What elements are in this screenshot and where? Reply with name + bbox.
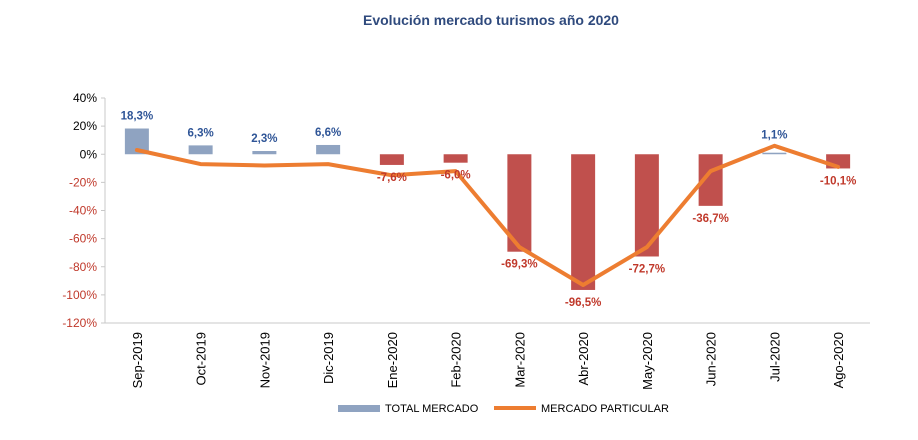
y-axis: 40% 20% 0% -20% -40% -60% -80% -100% -120% [62, 91, 106, 330]
x-tick-label-ene-2020: Ene-2020 [385, 332, 400, 388]
x-tick-label-oct-2019: Oct-2019 [194, 332, 209, 385]
x-axis: Sep-2019 Oct-2019 Nov-2019 Dic-2019 Ene-2020… [105, 322, 870, 390]
data-labels: 18,3% 6,3% 2,3% 6,6% -7,6% -6,0% -69,3% -96,5% -… [121, 111, 857, 309]
x-tick-label-feb-2020: Feb-2020 [449, 332, 464, 388]
x-tick-label-abr-2020: Abr-2020 [576, 332, 591, 385]
x-tick-label-nov-2019: Nov-2019 [257, 332, 272, 388]
y-tick-label: 20% [73, 119, 97, 133]
data-label-nov-2019: 2,3% [251, 133, 277, 145]
data-label-abr-2020: -96,5% [565, 297, 601, 309]
data-label-ene-2020: -7,6% [377, 172, 407, 184]
data-label-oct-2019: 6,3% [188, 127, 214, 139]
bar-series-total-mercado [124, 128, 851, 290]
x-tick-label-sep-2019: Sep-2019 [130, 332, 145, 388]
x-tick-label-mar-2020: Mar-2020 [512, 332, 527, 388]
legend-label-total-mercado: TOTAL MERCADO [385, 403, 479, 415]
bar-oct-2019 [188, 145, 213, 155]
legend: TOTAL MERCADO MERCADO PARTICULAR [338, 403, 669, 415]
chart-title: Evolución mercado turismos año 2020 [363, 12, 619, 28]
x-tick-label-may-2020: May-2020 [640, 332, 655, 390]
bar-abr-2020 [571, 154, 596, 290]
data-label-sep-2019: 18,3% [121, 111, 154, 123]
y-tick-label: -80% [69, 260, 97, 274]
legend-swatch-total-mercado [338, 405, 380, 412]
bar-ene-2020 [379, 154, 404, 165]
bar-may-2020 [634, 154, 659, 257]
y-tick-label: -60% [69, 232, 97, 246]
data-label-ago-2020: -10,1% [820, 175, 856, 187]
data-label-dic-2019: 6,6% [315, 127, 341, 139]
bar-jul-2020 [762, 152, 787, 155]
y-tick-label: -20% [69, 175, 97, 189]
y-tick-label: 0% [80, 147, 98, 161]
bar-feb-2020 [443, 154, 468, 163]
y-tick-label: -120% [62, 316, 97, 330]
line-series-mercado-particular [134, 143, 841, 287]
x-tick-label-ago-2020: Ago-2020 [831, 332, 846, 388]
data-label-mar-2020: -69,3% [501, 259, 537, 271]
data-label-jul-2020: 1,1% [761, 130, 787, 142]
x-tick-label-jul-2020: Jul-2020 [767, 332, 782, 382]
bar-nov-2019 [252, 151, 277, 155]
bar-dic-2019 [316, 144, 341, 155]
x-tick-label-dic-2019: Dic-2019 [321, 332, 336, 384]
y-tick-label: -40% [69, 204, 97, 218]
y-tick-label: 40% [73, 91, 97, 105]
data-label-jun-2020: -36,7% [692, 213, 728, 225]
x-tick-label-jun-2020: Jun-2020 [704, 332, 719, 386]
line-mercado-particular [134, 143, 841, 287]
legend-label-mercado-particular: MERCADO PARTICULAR [541, 403, 669, 415]
data-label-may-2020: -72,7% [629, 263, 665, 275]
data-label-feb-2020: -6,0% [441, 170, 471, 182]
y-tick-label: -100% [62, 288, 97, 302]
